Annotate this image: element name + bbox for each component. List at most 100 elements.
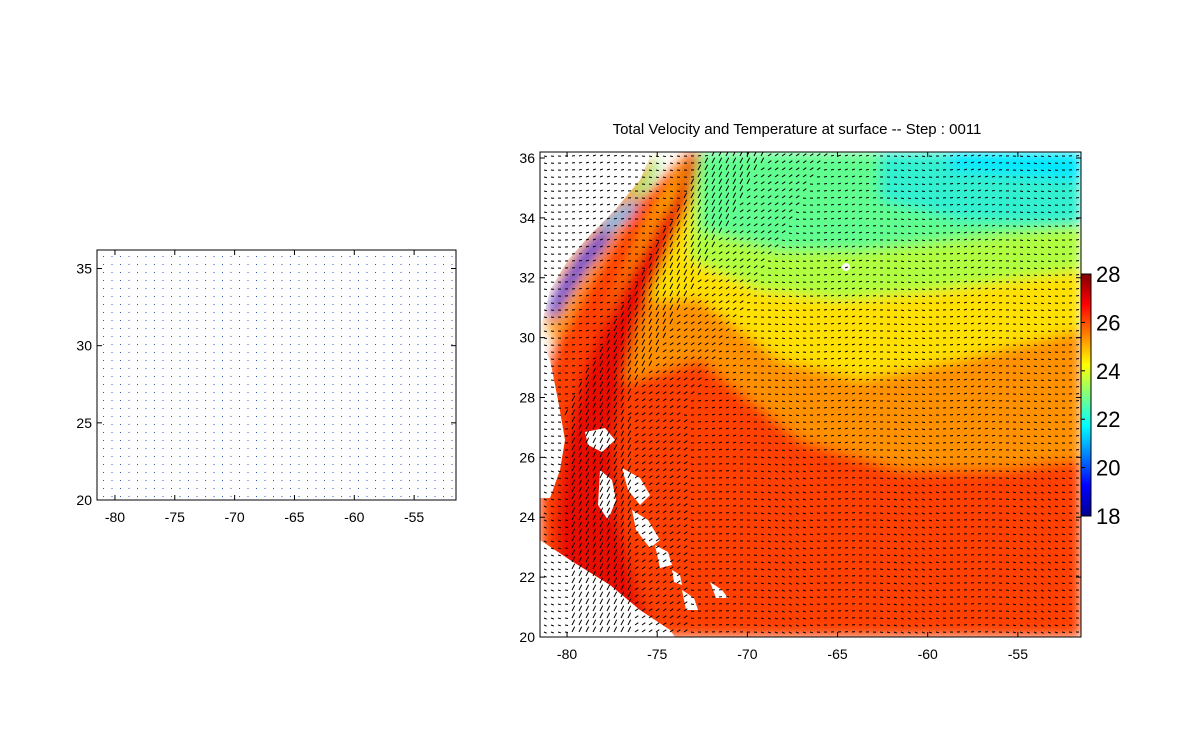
velocity-arrow [1047,169,1052,172]
grid-dot [349,296,351,297]
velocity-arrow [606,367,611,374]
velocity-arrow [984,203,989,206]
velocity-arrow [613,318,618,325]
velocity-arrow [781,435,786,438]
velocity-arrow [704,328,709,332]
velocity-arrow [788,470,792,473]
velocity-arrow [851,301,855,304]
velocity-arrow [907,281,912,284]
grid-dot [179,336,181,337]
velocity-arrow [746,449,751,451]
grid-dot [443,408,444,409]
velocity-arrow [949,386,954,388]
velocity-arrow [991,399,996,402]
grid-dot [324,456,325,457]
velocity-arrow [949,225,954,227]
velocity-arrow [718,206,723,213]
velocity-arrow [1075,365,1080,367]
velocity-arrow [690,276,695,283]
velocity-arrow [669,468,674,472]
velocity-arrow [1019,162,1024,164]
grid-dot [400,448,402,449]
velocity-arrow [592,175,596,178]
velocity-arrow [725,192,730,199]
velocity-arrow [1019,365,1024,367]
velocity-arrow [543,204,548,207]
velocity-arrow [1026,183,1031,186]
velocity-arrow [690,248,695,255]
velocity-arrow [620,204,625,206]
grid-dot [264,272,266,273]
velocity-arrow [865,357,870,360]
velocity-arrow [900,225,905,228]
velocity-arrow [788,216,793,220]
velocity-arrow [823,162,828,164]
velocity-arrow [634,360,639,367]
grid-dot [290,352,291,353]
grid-dot [349,288,351,289]
velocity-arrow [760,202,765,206]
velocity-arrow [914,253,919,256]
grid-dot [111,448,113,449]
velocity-arrow [865,168,870,171]
velocity-arrow [1019,372,1024,374]
velocity-arrow [543,253,548,256]
grid-dot [213,264,215,265]
velocity-arrow [1026,414,1031,417]
grid-dot [188,352,189,353]
grid-dot [426,352,427,353]
grid-dot [128,488,130,489]
velocity-arrow [1040,414,1045,417]
grid-dot [196,344,198,345]
velocity-arrow [1019,274,1024,276]
velocity-arrow [984,154,989,157]
velocity-arrow [543,477,547,480]
grid-dot [332,376,334,377]
velocity-arrow [599,430,604,437]
grid-dot [256,344,257,345]
grid-dot [145,496,147,497]
velocity-arrow [592,301,596,304]
velocity-arrow [991,406,996,409]
velocity-arrow [914,337,919,340]
velocity-arrow [963,252,968,255]
grid-dot [128,320,130,321]
velocity-arrow [578,210,583,213]
velocity-arrow [655,332,660,339]
velocity-arrow [613,388,618,395]
velocity-arrow [795,302,800,305]
velocity-arrow [627,325,632,332]
velocity-arrow [697,155,702,157]
grid-dot [196,312,198,313]
velocity-arrow [662,262,667,269]
grid-dot [434,288,436,289]
grid-dot [103,480,104,481]
velocity-arrow [970,427,974,430]
grid-dot [341,360,342,361]
velocity-arrow [781,421,786,424]
velocity-arrow [711,213,716,220]
velocity-arrow [746,157,751,164]
velocity-arrow [1026,169,1031,172]
velocity-arrow [746,272,751,276]
velocity-arrow [1012,477,1017,480]
velocity-arrow [921,295,926,298]
grid-dot [383,256,385,257]
grid-dot [213,432,215,433]
velocity-arrow [697,269,702,276]
grid-dot [324,496,325,497]
grid-dot [188,456,189,457]
grid-dot [290,256,291,257]
grid-dot [162,424,164,425]
velocity-arrow [599,388,604,395]
velocity-arrow [963,217,968,220]
velocity-arrow [725,213,730,220]
velocity-arrow [669,227,674,234]
grid-dot [264,480,266,481]
velocity-arrow [907,302,912,305]
grid-dot [324,272,325,273]
grid-dot [145,464,147,465]
velocity-arrow [683,475,688,479]
grid-dot [366,344,368,345]
grid-dot [154,256,155,257]
